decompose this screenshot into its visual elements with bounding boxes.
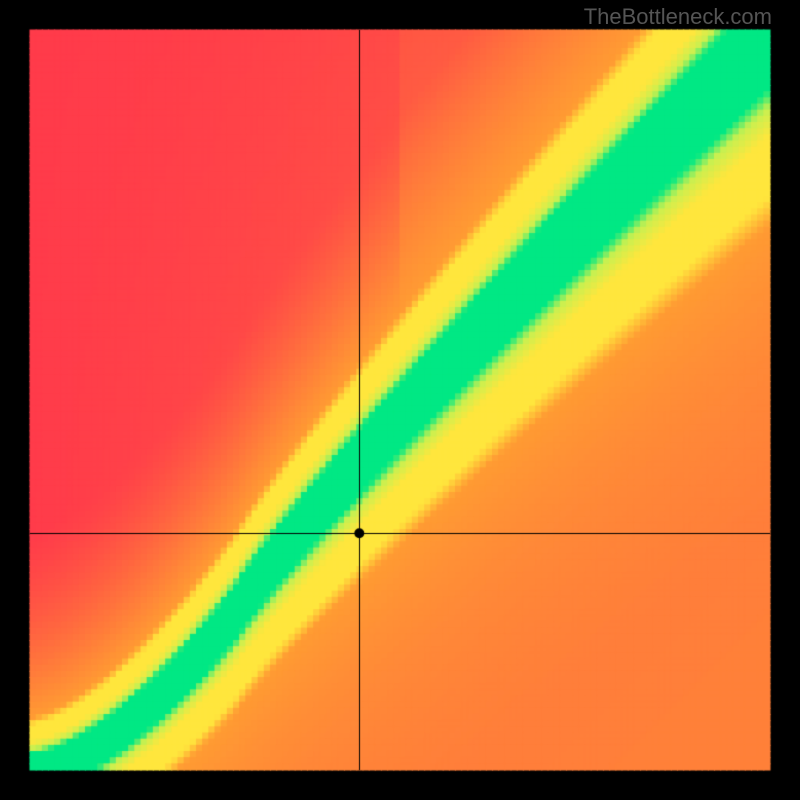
watermark-text: TheBottleneck.com — [584, 4, 772, 30]
bottleneck-heatmap — [0, 0, 800, 800]
chart-container: TheBottleneck.com — [0, 0, 800, 800]
